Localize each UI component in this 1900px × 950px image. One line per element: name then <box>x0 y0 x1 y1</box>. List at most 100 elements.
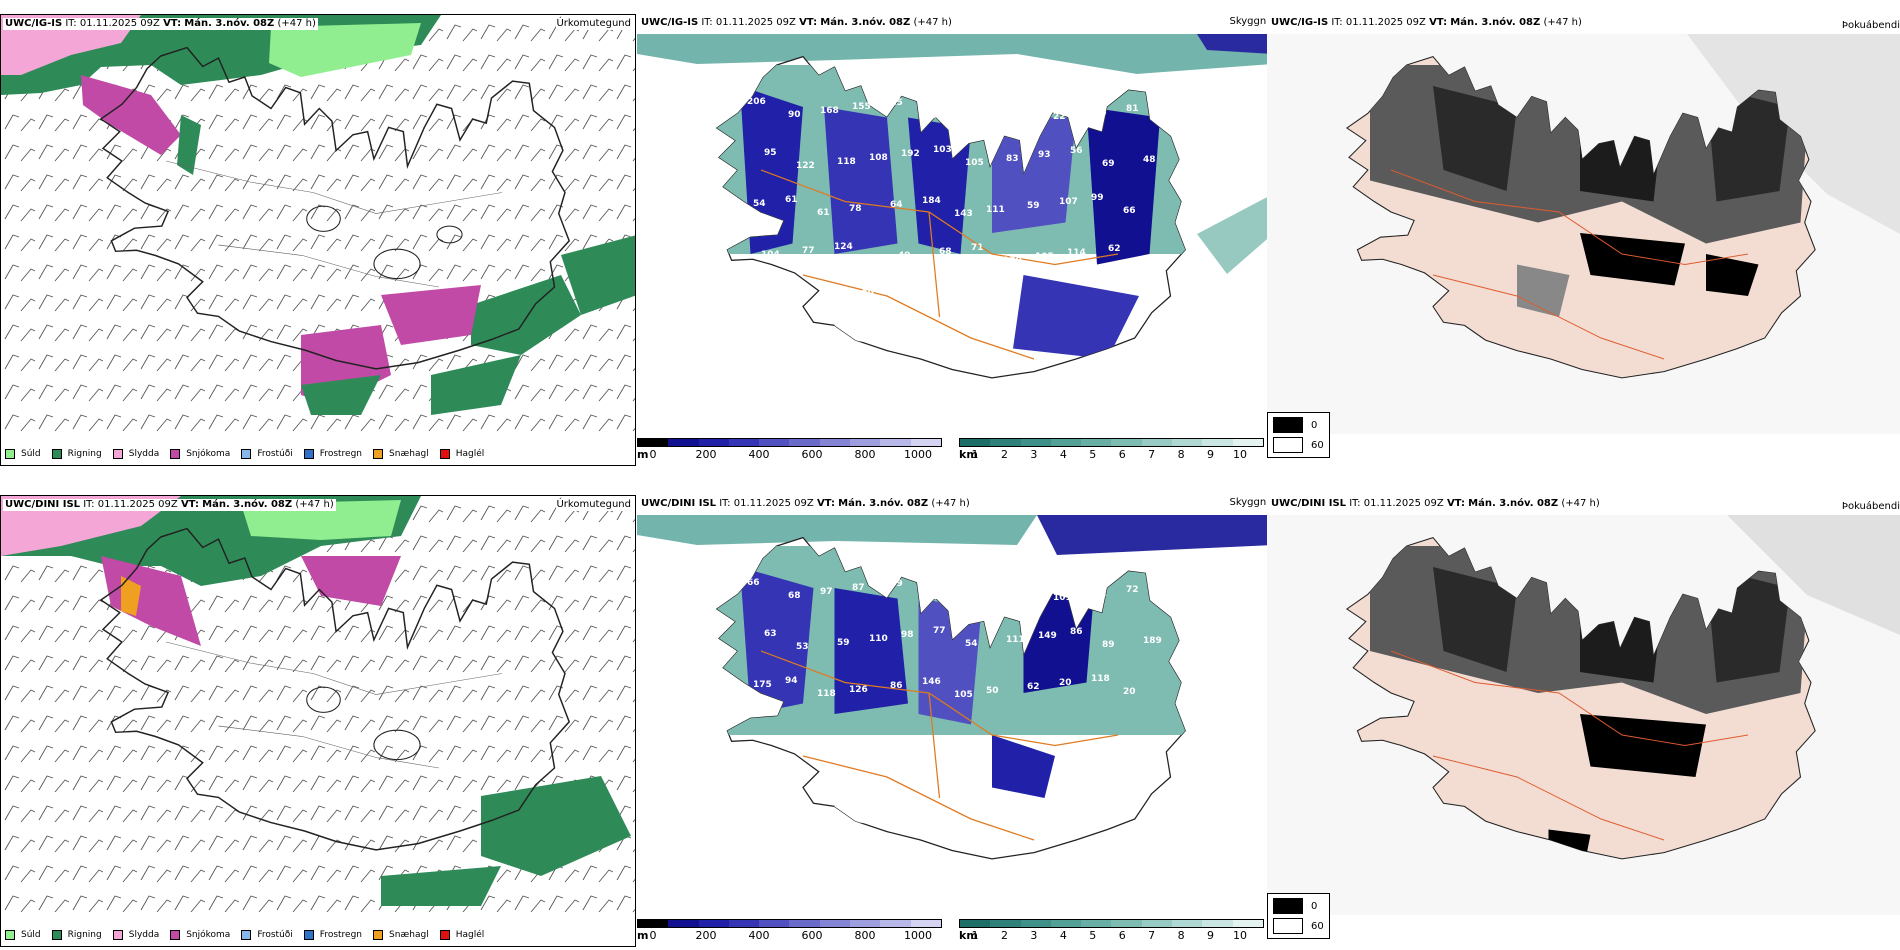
vt-label: VT: <box>163 18 182 29</box>
visibility-value: 253 <box>989 584 1008 594</box>
lead-time: (+47 h) <box>1543 17 1582 28</box>
colorbar-swatch <box>1081 920 1112 927</box>
visibility-value: 104 <box>750 301 769 311</box>
visibility-value: 149 <box>884 579 903 589</box>
panel-header: UWC/DINI ISL IT: 01.11.2025 09Z VT: Mán.… <box>1269 498 1602 510</box>
colorbar-swatch <box>668 920 699 927</box>
it-value: 01.11.2025 09Z <box>79 18 160 29</box>
legend-label: Súld <box>21 449 41 459</box>
legend-item: Snæhagl <box>373 449 429 459</box>
panel-header: UWC/IG-IS IT: 01.11.2025 09Z VT: Mán. 3.… <box>3 18 318 30</box>
vt-value: Mán. 3.nóv. 08Z <box>1468 498 1559 509</box>
colorbar-swatch <box>728 920 760 927</box>
colorbar-swatch <box>960 920 991 927</box>
colorbar-swatch <box>638 439 669 446</box>
ceiling-colorbar: m 0 200 400 600 800 1000 <box>637 919 942 942</box>
visibility-value: 114 <box>1067 248 1086 258</box>
visibility-value: 101 <box>1053 593 1072 603</box>
panel-title: Skyggni <box>1229 497 1269 508</box>
visibility-value: 149 <box>1038 631 1057 641</box>
legend-swatch <box>373 930 384 940</box>
legend-item: Rigning <box>51 930 102 940</box>
visibility-value: 110 <box>869 634 888 644</box>
colorbar-swatch <box>990 439 1021 446</box>
legend-item: Rigning <box>51 449 102 459</box>
visibility-value: 50 <box>986 686 999 696</box>
legend-item: Slydda <box>112 449 159 459</box>
legend-label: Rigning <box>67 449 102 459</box>
colorbar-swatch <box>1141 439 1173 446</box>
lead-time: (+47 h) <box>1561 498 1600 509</box>
it-value: 01.11.2025 09Z <box>1363 498 1444 509</box>
visibility-value: 48 <box>1143 155 1156 165</box>
colorbar-tick: 7 <box>1148 448 1156 461</box>
colorbar-swatch <box>759 439 790 446</box>
visibility-value: 54 <box>919 298 932 308</box>
colorbar-tick: 1000 <box>904 929 932 942</box>
legend-swatch <box>5 449 15 459</box>
legend-label: Frostregn <box>319 930 363 940</box>
visibility-value: 99 <box>1091 193 1104 203</box>
visibility-value: 90 <box>788 110 801 120</box>
panel-title: Þokuábendi <box>1841 501 1900 512</box>
colorbar-unit: km <box>959 448 978 461</box>
it-value: 01.11.2025 09Z <box>733 498 814 509</box>
visibility-value: 89 <box>1102 640 1115 650</box>
colorbar-swatch <box>1202 439 1233 446</box>
legend-swatch <box>170 449 181 459</box>
legend-item: Snjókoma <box>170 930 230 940</box>
fog-panel-2: UWC/DINI ISL IT: 01.11.2025 09Z VT: Mán.… <box>1267 495 1900 947</box>
visibility-value: 122 <box>796 161 815 171</box>
visibility-colorbar: km 1 2 3 4 5 6 7 8 9 10 <box>959 919 1264 942</box>
visibility-value: 63 <box>764 629 777 639</box>
visibility-value: 206 <box>747 97 766 107</box>
visibility-value: 95 <box>764 148 777 158</box>
colorbar-tick: 0 <box>649 929 657 942</box>
visibility-value: 118 <box>1091 674 1110 684</box>
colorbar-swatch <box>1081 439 1112 446</box>
fog-legend-swatch <box>1273 437 1303 453</box>
legend-item: Snjókoma <box>170 449 230 459</box>
colorbar-tick: 5 <box>1089 929 1097 942</box>
visibility-value: 64 <box>890 200 903 210</box>
vt-label: VT: <box>1429 17 1448 28</box>
colorbar-swatch <box>1172 439 1203 446</box>
visibility-value: 72 <box>1126 585 1139 595</box>
colorbar-swatch <box>819 439 851 446</box>
colorbar-tick: 5 <box>1089 448 1097 461</box>
visibility-value: 83 <box>1006 154 1019 164</box>
visibility-value: 20 <box>1059 678 1072 688</box>
it-value: 01.11.2025 09Z <box>97 499 178 510</box>
vt-value: Mán. 3.nóv. 08Z <box>1450 17 1541 28</box>
precip-type-map <box>1 496 635 916</box>
visibility-value: 175 <box>753 680 772 690</box>
colorbar-tick: 3 <box>1030 448 1038 461</box>
visibility-value: 68 <box>788 591 801 601</box>
it-label: IT: <box>1349 498 1361 509</box>
colorbar-tick: 200 <box>695 929 717 942</box>
legend-label: Snjókoma <box>186 930 231 940</box>
visibility-value: 189 <box>1143 636 1162 646</box>
visibility-value: 150 <box>1021 580 1040 590</box>
legend-label: Haglél <box>455 930 485 940</box>
visibility-value: 68 <box>939 247 952 257</box>
colorbar-swatch <box>1141 920 1173 927</box>
panel-header: UWC/DINI ISL IT: 01.11.2025 09Z VT: Mán.… <box>639 498 972 510</box>
colorbar-tick: 600 <box>801 448 823 461</box>
colorbar-tick: 2 <box>1000 448 1008 461</box>
legend-item: Súld <box>5 930 41 940</box>
colorbar-swatch <box>880 439 911 446</box>
visibility-value: 143 <box>954 209 973 219</box>
visibility-value: 126 <box>849 685 868 695</box>
legend-swatch <box>241 449 252 459</box>
visibility-value: 89 <box>1140 257 1153 267</box>
visibility-value: 77 <box>933 626 946 636</box>
ceiling-colorbar: m 0 200 400 600 800 1000 <box>637 438 942 461</box>
fog-legend-label: 0 <box>1311 419 1318 431</box>
visibility-value: 72 <box>989 103 1002 113</box>
model-name: UWC/DINI ISL <box>1271 498 1347 509</box>
it-label: IT: <box>701 17 713 28</box>
legend-item: Frostúði <box>241 930 293 940</box>
visibility-value: 48 <box>1094 108 1107 118</box>
vt-value: Mán. 3.nóv. 08Z <box>838 498 929 509</box>
